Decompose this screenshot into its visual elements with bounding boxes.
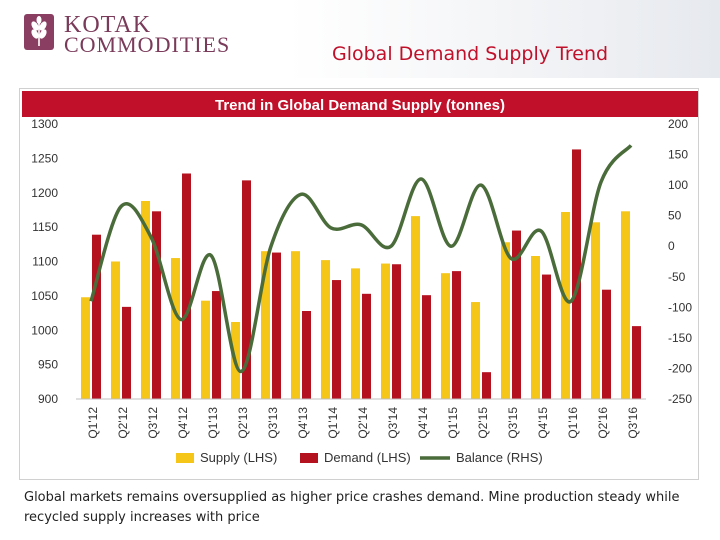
- supply-bar: [141, 201, 150, 399]
- supply-bar: [171, 258, 180, 399]
- header-band: [0, 0, 720, 78]
- demand-bar: [542, 274, 551, 399]
- supply-bar: [411, 216, 420, 399]
- supply-bar: [591, 222, 600, 399]
- demand-bar: [242, 180, 251, 399]
- brand-logo: KOTAK COMMODITIES: [24, 12, 239, 57]
- demand-bar: [392, 264, 401, 399]
- demand-bar: [422, 295, 431, 399]
- x-tick-label: Q2'16: [596, 407, 610, 439]
- demand-bar: [92, 234, 101, 399]
- x-tick-label: Q1'12: [86, 407, 100, 439]
- demand-bar: [122, 306, 131, 399]
- chart-title-bar: [22, 91, 698, 117]
- y-right-tick-label: 200: [668, 117, 688, 131]
- y-right-tick-label: -200: [668, 361, 692, 375]
- demand-supply-chart: Trend in Global Demand Supply (tonnes) 90…: [22, 91, 698, 465]
- supply-bar: [471, 302, 480, 399]
- demand-bar: [512, 230, 521, 399]
- y-left-tick-label: 1000: [31, 323, 58, 337]
- x-tick-label: Q1'16: [566, 407, 580, 439]
- y-left-tick-label: 1150: [32, 220, 58, 234]
- demand-bar: [632, 326, 641, 399]
- balance-line: [89, 144, 633, 374]
- demand-bar: [212, 291, 221, 399]
- supply-bar: [81, 297, 90, 399]
- y-right-tick-label: 0: [668, 239, 675, 253]
- x-tick-label: Q3'13: [266, 407, 280, 439]
- x-tick-label: Q3'16: [626, 407, 640, 439]
- x-tick-label: Q3'15: [506, 407, 520, 439]
- x-tick-label: Q1'14: [326, 407, 340, 439]
- supply-bar: [351, 268, 360, 399]
- supply-bar: [261, 251, 270, 399]
- legend-demand-label: Demand (LHS): [324, 450, 411, 465]
- demand-bar: [452, 271, 461, 399]
- chart-frame: Trend in Global Demand Supply (tonnes) 90…: [19, 88, 699, 480]
- brand-line2: COMMODITIES: [64, 32, 231, 57]
- chart-title: Trend in Global Demand Supply (tonnes): [215, 97, 505, 114]
- y-right-tick-label: -150: [668, 331, 692, 345]
- demand-bar: [482, 372, 491, 399]
- demand-bar: [302, 311, 311, 399]
- y-right-tick-label: -100: [668, 300, 692, 314]
- supply-bar: [291, 251, 300, 399]
- supply-bar: [441, 273, 450, 399]
- x-tick-label: Q2'14: [356, 407, 370, 439]
- x-tick-label: Q4'14: [416, 407, 430, 439]
- demand-bar: [362, 293, 371, 399]
- y-left-tick-label: 1050: [31, 289, 58, 303]
- supply-bar: [381, 263, 390, 399]
- x-tick-label: Q2'13: [236, 407, 250, 439]
- y-left-tick-label: 1250: [31, 151, 58, 165]
- x-tick-label: Q3'12: [146, 407, 160, 439]
- supply-bar: [561, 212, 570, 399]
- y-left-tick-label: 900: [38, 392, 58, 406]
- y-right-tick-label: 50: [668, 209, 682, 223]
- y-right-tick-label: 100: [668, 178, 688, 192]
- page-title: Global Demand Supply Trend: [332, 43, 609, 65]
- supply-bar: [531, 256, 540, 399]
- demand-bar: [572, 149, 581, 399]
- y-left-tick-label: 1300: [31, 117, 58, 131]
- x-tick-label: Q4'15: [536, 407, 550, 439]
- y-right-tick-label: -250: [668, 392, 692, 406]
- y-left-tick-label: 950: [38, 358, 58, 372]
- legend-supply-swatch: [176, 453, 194, 463]
- supply-bar: [201, 300, 210, 399]
- x-tick-label: Q3'14: [386, 407, 400, 439]
- legend-balance-label: Balance (RHS): [456, 450, 543, 465]
- y-right-tick-label: -50: [668, 270, 686, 284]
- y-left-tick-label: 1200: [31, 186, 58, 200]
- x-tick-label: Q4'12: [176, 407, 190, 439]
- x-tick-label: Q1'13: [206, 407, 220, 439]
- x-tick-label: Q4'13: [296, 407, 310, 439]
- chart-caption: Global markets remains oversupplied as h…: [24, 490, 680, 525]
- wheat-logo-icon: [24, 14, 54, 50]
- supply-bar: [111, 261, 120, 399]
- y-left-tick-label: 1100: [32, 255, 58, 269]
- demand-bar: [272, 252, 281, 399]
- demand-bar: [152, 211, 161, 399]
- legend-supply-label: Supply (LHS): [200, 450, 277, 465]
- supply-bar: [321, 260, 330, 399]
- y-right-tick-label: 150: [668, 148, 688, 162]
- demand-bar: [602, 289, 611, 399]
- legend-demand-swatch: [300, 453, 318, 463]
- supply-bar: [501, 242, 510, 399]
- demand-bar: [332, 280, 341, 399]
- supply-bar: [621, 211, 630, 399]
- demand-bar: [182, 173, 191, 399]
- x-tick-label: Q1'15: [446, 407, 460, 439]
- x-tick-label: Q2'12: [116, 407, 130, 439]
- brand-line1: KOTAK: [64, 12, 152, 38]
- x-tick-label: Q2'15: [476, 407, 490, 439]
